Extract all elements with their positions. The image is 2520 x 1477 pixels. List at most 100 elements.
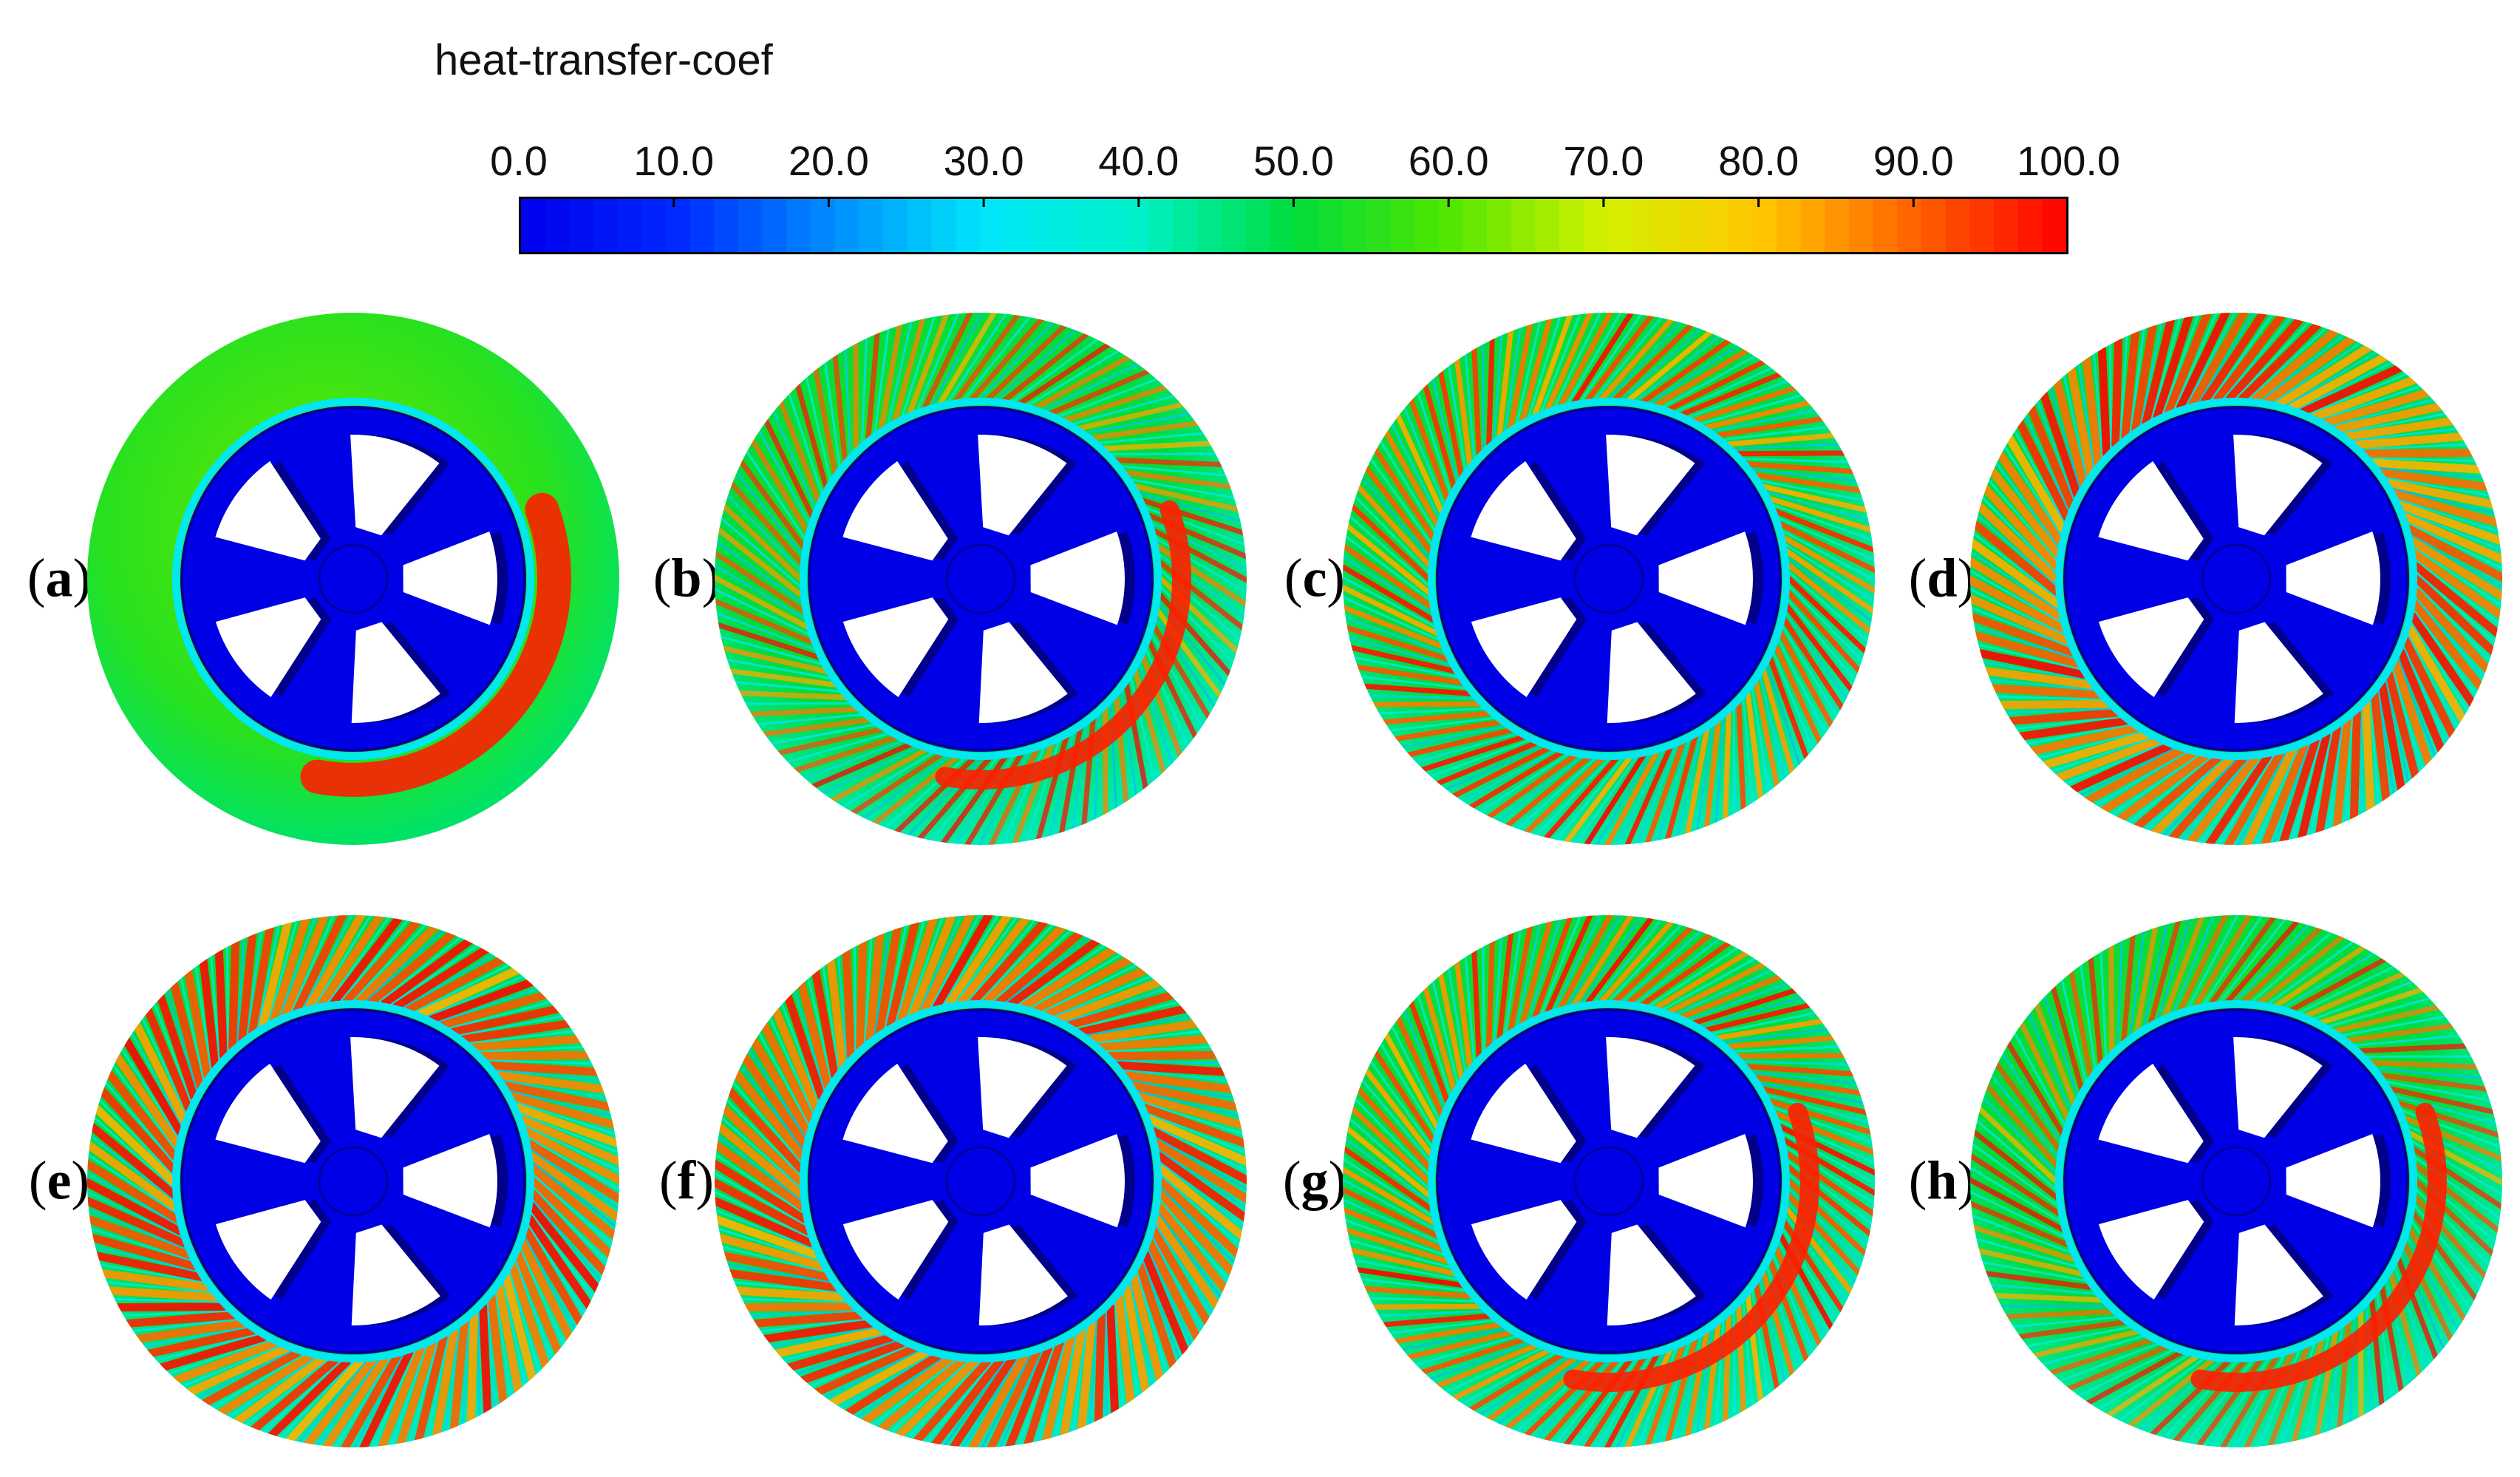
heat-streak (723, 1269, 840, 1291)
heat-streak (2391, 489, 2502, 528)
heat-streak (893, 1357, 978, 1442)
cool-streak (2142, 920, 2169, 1027)
cool-streak (407, 1340, 440, 1445)
cool-streak (1493, 331, 1503, 440)
cool-streak (333, 1357, 392, 1447)
colorbar-segment (762, 199, 788, 252)
cool-streak (1767, 491, 1872, 522)
cool-streak (719, 1245, 825, 1273)
heat-streak (2379, 1073, 2492, 1093)
heat-streak (1778, 521, 1875, 574)
heat-streak (1692, 987, 1800, 1026)
cool-streak (1989, 1072, 2059, 1158)
cool-streak (111, 1297, 219, 1303)
cool-streak (1343, 554, 1433, 614)
cool-streak (2290, 737, 2323, 843)
heat-streak (1585, 313, 1656, 403)
heat-streak (1585, 915, 1656, 1005)
heat-streak (1768, 656, 1811, 763)
colorbar-segment (1004, 199, 1029, 252)
heat-streak (2349, 708, 2361, 825)
heat-streak (2165, 313, 2213, 416)
heat-streak (995, 928, 1086, 1006)
heat-streak (479, 1303, 492, 1419)
cool-streak (2108, 341, 2112, 449)
heat-streak (183, 965, 212, 1080)
heat-streak (1114, 1293, 1135, 1409)
heat-streak (1448, 1348, 1550, 1402)
cool-streak (916, 313, 961, 411)
heat-streak (231, 1354, 327, 1427)
heat-streak (1667, 960, 1769, 1014)
cool-streak (2203, 915, 2264, 1005)
heat-streak (1644, 741, 1686, 845)
colorbar-tick-label: 50.0 (1253, 137, 1334, 184)
cool-streak (2063, 742, 2164, 787)
cool-streak (2210, 313, 2275, 401)
cool-streak (1773, 503, 1875, 543)
cool-streak (1994, 695, 2102, 701)
cool-streak (1464, 954, 1476, 1062)
colorbar-segment (2042, 199, 2066, 252)
cool-streak (1351, 1258, 1458, 1281)
colorbar-segment (641, 199, 667, 252)
cool-streak (1777, 639, 1828, 737)
cool-streak (389, 943, 480, 1006)
heat-streak (432, 1326, 458, 1442)
heat-streak (439, 990, 551, 1030)
heat-streak (183, 1344, 290, 1398)
heat-streak (1145, 1239, 1202, 1344)
heat-streak (1508, 319, 1533, 430)
heat-streak (1641, 939, 1734, 1007)
cool-streak (901, 313, 937, 417)
cool-streak (514, 1260, 554, 1362)
heat-streak (2188, 313, 2250, 408)
heat-streak (1562, 755, 1632, 845)
cool-streak (1359, 1077, 1431, 1161)
cool-streak (1649, 343, 1741, 404)
cool-streak (1106, 1045, 1214, 1053)
heat-streak (1761, 1086, 1872, 1116)
cool-streak (2297, 360, 2395, 411)
cool-streak (780, 1333, 886, 1362)
heat-streak (2111, 333, 2123, 449)
cool-streak (327, 915, 392, 1004)
cool-streak (2060, 976, 2087, 1082)
cool-streak (2361, 443, 2470, 450)
heat-streak (2033, 999, 2077, 1106)
cool-streak (209, 953, 221, 1061)
cool-streak (88, 1226, 192, 1262)
cool-streak (771, 408, 816, 509)
heat-streak (1983, 1082, 2060, 1168)
heat-streak (2263, 333, 2359, 406)
heat-streak (739, 1303, 855, 1312)
heat-streak (1992, 1059, 2062, 1152)
heat-streak (1970, 1127, 2060, 1201)
cool-streak (1482, 341, 1485, 449)
cool-streak (1366, 694, 1474, 700)
cool-streak (1482, 943, 1485, 1052)
colorbar-segment (1438, 199, 1463, 252)
cool-streak (1787, 557, 1875, 624)
heat-streak (293, 915, 349, 1014)
heat-streak (2322, 387, 2434, 427)
spoke-opening (403, 1134, 497, 1228)
cool-streak (179, 974, 205, 1081)
heat-streak (265, 1357, 351, 1442)
heat-streak (2185, 754, 2259, 845)
cool-streak (2043, 993, 2079, 1096)
heat-streak (2026, 401, 2076, 510)
heat-streak (1114, 458, 1227, 468)
cool-streak (129, 1030, 183, 1127)
cool-streak (918, 915, 964, 1013)
cool-streak (754, 713, 862, 726)
cool-streak (1121, 1291, 1140, 1399)
cool-streak (531, 1161, 619, 1229)
heat-streak (1572, 915, 1635, 1007)
cool-streak (1159, 1174, 1243, 1248)
spoke-opening (1471, 597, 1577, 697)
heat-streak (1973, 1247, 2084, 1277)
cool-streak (2187, 915, 2241, 1008)
cool-streak (527, 1224, 588, 1317)
cool-streak (1053, 1334, 1077, 1441)
